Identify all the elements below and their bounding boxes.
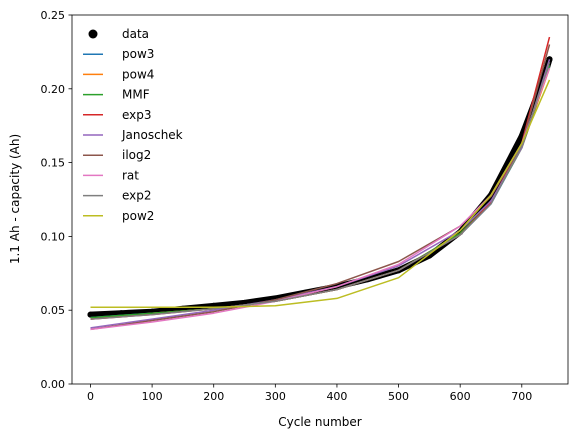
series-line-pow2 <box>90 79 551 308</box>
plot-frame <box>71 14 569 385</box>
x-tick-label: 0 <box>87 390 94 403</box>
data-series-band <box>87 56 553 318</box>
data-point <box>546 56 553 63</box>
series-line-rat <box>90 67 551 331</box>
series-line-pow3 <box>90 66 551 319</box>
series-line-pow4 <box>90 67 551 320</box>
x-tick-label: 200 <box>203 390 224 403</box>
legend-label-exp3: exp3 <box>122 108 152 122</box>
series-line-ilog2 <box>90 44 551 331</box>
legend-label-rat: rat <box>122 168 139 182</box>
x-tick-label: 300 <box>265 390 286 403</box>
legend-label-pow3: pow3 <box>122 47 154 61</box>
y-tick-label: 0.10 <box>41 230 66 243</box>
x-tick-label: 100 <box>142 390 163 403</box>
x-axis-ticks: 0 100 200 300 400 500 600 700 <box>87 384 532 403</box>
x-tick-label: 600 <box>450 390 471 403</box>
x-axis-label: Cycle number <box>278 415 362 429</box>
series-line-exp3 <box>90 36 551 320</box>
legend-marker-data <box>88 29 98 39</box>
legend-label-ilog2: ilog2 <box>122 148 151 162</box>
y-tick-label: 0.20 <box>41 83 66 96</box>
legend: data pow3 pow4 MMF exp3 Janoschek ilog2 rat exp2… <box>83 27 183 223</box>
plot-lines <box>87 36 553 331</box>
x-tick-label: 400 <box>326 390 347 403</box>
legend-label-janoschek: Janoschek <box>121 128 183 142</box>
legend-label-mmf: MMF <box>122 88 150 102</box>
legend-label-pow2: pow2 <box>122 209 154 223</box>
series-line-mmf <box>90 64 551 319</box>
y-tick-label: 0.05 <box>41 304 66 317</box>
y-axis-label: 1.1 Ah - capacity (Ah) <box>8 134 22 264</box>
y-tick-label: 0.15 <box>41 157 66 170</box>
legend-label-data: data <box>122 27 149 41</box>
y-tick-label: 0.00 <box>41 378 66 391</box>
legend-label-pow4: pow4 <box>122 67 154 81</box>
x-tick-label: 700 <box>511 390 532 403</box>
x-tick-label: 500 <box>388 390 409 403</box>
series-line-exp2 <box>90 61 551 320</box>
y-tick-label: 0.25 <box>41 9 66 22</box>
y-axis-ticks: 0.00 0.05 0.10 0.15 0.20 0.25 <box>41 9 72 391</box>
data-point <box>87 311 94 318</box>
legend-label-exp2: exp2 <box>122 189 152 203</box>
